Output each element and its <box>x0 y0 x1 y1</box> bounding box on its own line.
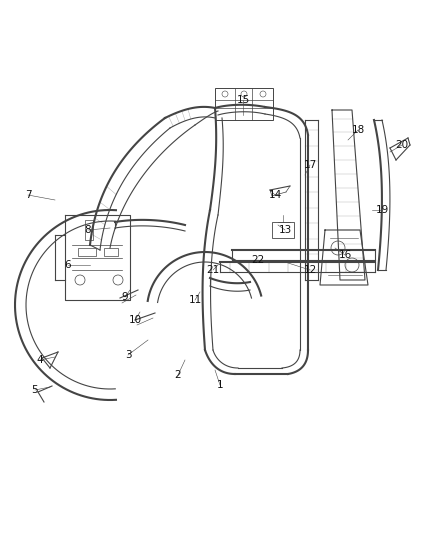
Text: 7: 7 <box>25 190 31 200</box>
Text: 8: 8 <box>85 225 91 235</box>
Text: 21: 21 <box>206 265 219 275</box>
Text: 9: 9 <box>122 292 128 302</box>
Text: 6: 6 <box>65 260 71 270</box>
Bar <box>272 222 294 238</box>
Text: 13: 13 <box>279 225 292 235</box>
Text: 1: 1 <box>217 380 223 390</box>
Text: 19: 19 <box>375 205 389 215</box>
Text: 2: 2 <box>175 370 181 380</box>
Text: 12: 12 <box>304 265 317 275</box>
Text: 11: 11 <box>188 295 201 305</box>
Bar <box>78 248 96 256</box>
Text: 3: 3 <box>125 350 131 360</box>
Text: 14: 14 <box>268 190 282 200</box>
Bar <box>85 220 93 240</box>
Text: 18: 18 <box>351 125 364 135</box>
Bar <box>215 88 273 120</box>
Text: 15: 15 <box>237 95 250 105</box>
Bar <box>104 248 118 256</box>
Text: 20: 20 <box>396 140 409 150</box>
Text: 16: 16 <box>339 250 352 260</box>
Text: 4: 4 <box>37 355 43 365</box>
Text: 22: 22 <box>251 255 265 265</box>
Text: 10: 10 <box>128 315 141 325</box>
Text: 5: 5 <box>32 385 38 395</box>
Text: 17: 17 <box>304 160 317 170</box>
